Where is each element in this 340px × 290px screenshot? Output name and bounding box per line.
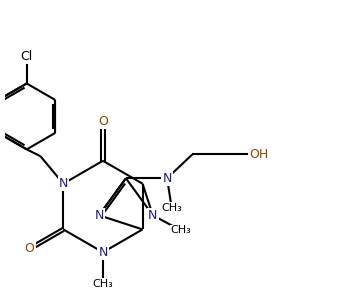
Text: O: O [98,115,108,128]
Text: CH₃: CH₃ [92,279,113,289]
Text: N: N [58,177,68,190]
Text: N: N [163,172,172,185]
Text: CH₃: CH₃ [171,225,191,235]
Text: N: N [148,209,157,222]
Text: Cl: Cl [21,50,33,63]
Text: N: N [95,209,104,222]
Text: N: N [98,246,108,259]
Text: O: O [25,242,35,255]
Text: OH: OH [249,148,268,161]
Text: CH₃: CH₃ [161,203,182,213]
